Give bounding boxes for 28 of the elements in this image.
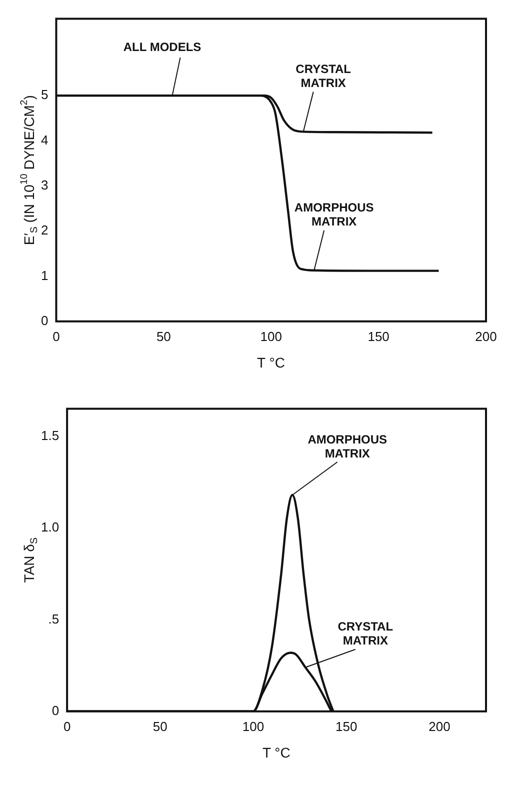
annotation: ALL MODELS	[123, 40, 202, 54]
x-tick-label: 100	[242, 718, 264, 734]
x-tick-label: 150	[336, 718, 358, 734]
y-tick-label: 4	[40, 132, 48, 148]
x-tick-label: 150	[368, 328, 390, 344]
y-tick-label: 0	[40, 312, 48, 328]
y-tick-label: 2	[40, 222, 48, 238]
x-axis-title: T °C	[262, 744, 290, 760]
y-axis-title: E′S (IN 1010 DYNE/CM2)	[19, 95, 40, 246]
y-tick-label: 1	[40, 268, 48, 283]
y-tick-label: 3	[40, 177, 48, 192]
x-tick-label: 50	[152, 718, 168, 734]
y-tick-label: .5	[48, 611, 60, 626]
y-tick-label: 1.0	[40, 520, 60, 535]
text: AMORPHOUS MATRIX	[308, 432, 388, 460]
series-label: AMORPHOUS MATRIX	[294, 200, 374, 229]
x-tick-label: 200	[475, 328, 497, 344]
x-tick-label: 0	[63, 718, 71, 734]
x-tick-label: 200	[428, 718, 450, 734]
text: CRYSTAL MATRIX	[338, 620, 394, 648]
text: CRYSTAL MATRIX	[296, 62, 352, 90]
y-axis-title: TAN δS	[20, 537, 40, 583]
y-tick-label: 5	[40, 87, 48, 102]
y-tick-label: 1.5	[40, 428, 60, 443]
x-axis-title: T °C	[257, 354, 285, 370]
x-tick-label: 100	[260, 328, 282, 344]
y-tick-label: 0	[52, 702, 60, 718]
x-tick-label: 50	[156, 328, 171, 344]
